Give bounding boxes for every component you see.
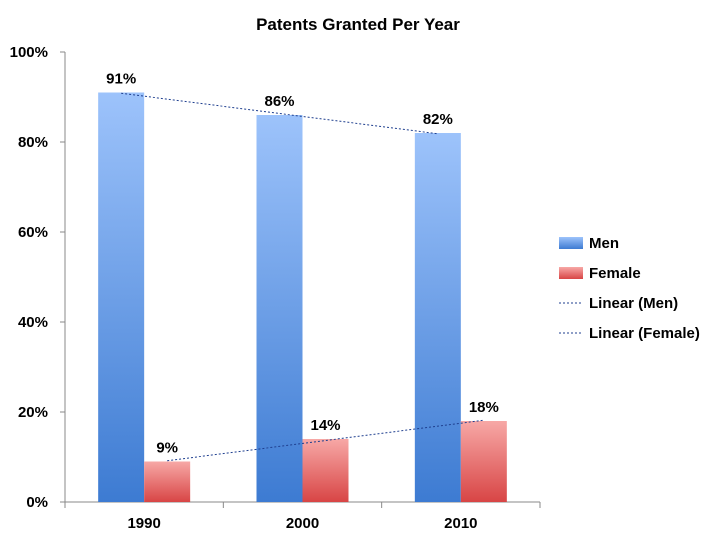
y-tick-label: 100% bbox=[10, 44, 48, 61]
legend-linear-men-label: Linear (Men) bbox=[589, 295, 678, 312]
data-label: 18% bbox=[469, 399, 499, 416]
data-label: 82% bbox=[423, 111, 453, 128]
y-tick-label: 80% bbox=[18, 134, 48, 151]
bar-female bbox=[144, 462, 190, 503]
y-tick-label: 20% bbox=[18, 404, 48, 421]
y-tick-label: 0% bbox=[26, 494, 48, 511]
y-tick-label: 40% bbox=[18, 314, 48, 331]
data-label: 14% bbox=[310, 417, 340, 434]
x-tick-label: 2010 bbox=[444, 515, 477, 532]
legend-female: Female bbox=[559, 265, 641, 282]
x-tick-label: 2000 bbox=[286, 515, 319, 532]
legend-female-label: Female bbox=[589, 265, 641, 282]
bar-men bbox=[415, 133, 461, 502]
x-tick-label: 1990 bbox=[127, 515, 160, 532]
legend-linear-men: Linear (Men) bbox=[559, 295, 678, 312]
chart-title: Patents Granted Per Year bbox=[256, 15, 460, 34]
data-label: 91% bbox=[106, 71, 136, 88]
bar-men bbox=[98, 93, 144, 503]
bar-female bbox=[303, 439, 349, 502]
y-tick-label: 60% bbox=[18, 224, 48, 241]
legend-female-swatch bbox=[559, 267, 583, 279]
legend-linear-female: Linear (Female) bbox=[559, 325, 700, 342]
data-label: 86% bbox=[264, 93, 294, 110]
legend-men: Men bbox=[559, 235, 619, 252]
bar-female bbox=[461, 421, 507, 502]
legend-men-label: Men bbox=[589, 235, 619, 252]
data-label: 9% bbox=[156, 440, 178, 457]
legend-men-swatch bbox=[559, 237, 583, 249]
legend-linear-female-label: Linear (Female) bbox=[589, 325, 700, 342]
